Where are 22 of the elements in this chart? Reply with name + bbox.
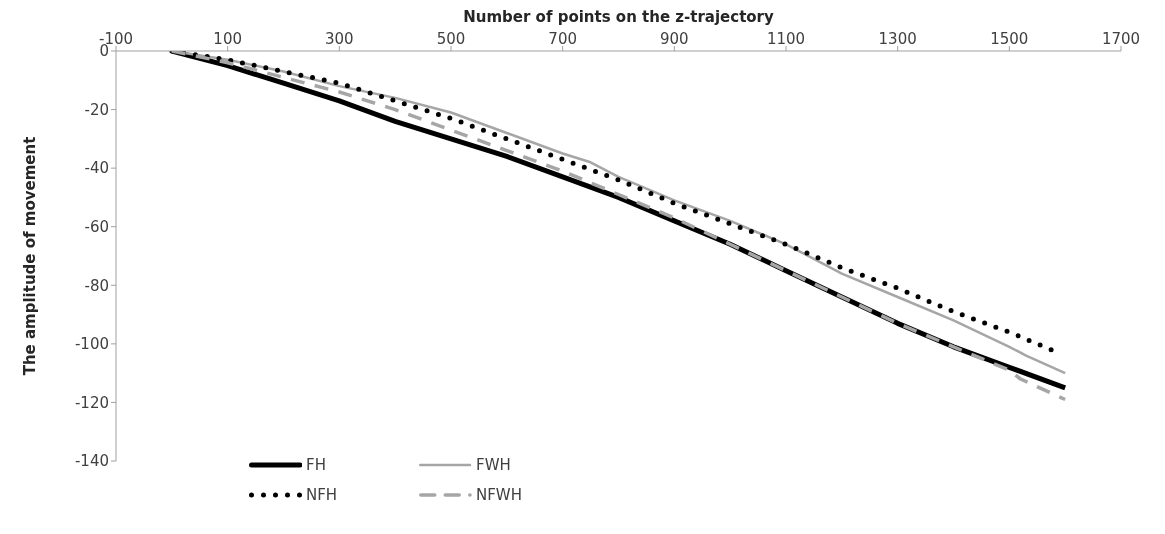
- legend-label: FH: [306, 456, 326, 474]
- legend-label: NFH: [306, 486, 338, 504]
- x-tick-label: 700: [548, 30, 577, 48]
- x-tick-label: 1700: [1101, 30, 1141, 48]
- y-tick-label: -40: [84, 159, 109, 178]
- x-axis-title: Number of points on the z-trajectory: [463, 8, 775, 26]
- y-axis-title: The amplitude of movement: [21, 136, 40, 376]
- x-tick-label: 1500: [990, 30, 1029, 48]
- x-tick-label: 1100: [766, 30, 806, 48]
- y-tick-label: -80: [84, 276, 109, 295]
- y-tick-label: -140: [74, 452, 109, 471]
- x-tick-label: 900: [660, 30, 689, 48]
- legend-label: NFWH: [476, 486, 522, 504]
- y-tick-label: -120: [74, 393, 109, 412]
- x-tick-label: 100: [213, 30, 242, 48]
- x-tick-label: 300: [325, 30, 354, 48]
- x-tick-label: 1300: [878, 30, 917, 48]
- y-tick-label: -20: [84, 100, 109, 119]
- x-tick-label: 500: [436, 30, 466, 48]
- legend-label: FWH: [476, 456, 511, 474]
- y-tick-label: -100: [74, 335, 109, 354]
- y-tick-label: -60: [84, 218, 109, 237]
